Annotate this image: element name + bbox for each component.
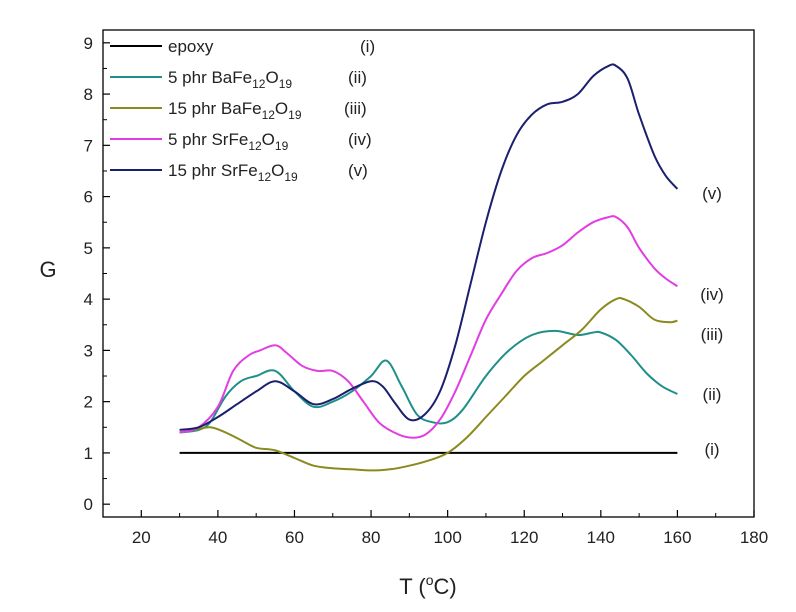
y-tick-label: 7: [84, 136, 93, 155]
x-tick-label: 20: [132, 528, 151, 547]
y-axis-title: G: [39, 257, 56, 282]
x-tick-label: 100: [433, 528, 461, 547]
legend-label-part: 12: [258, 170, 272, 184]
legend-label-part: 15 phr SrFe: [168, 161, 258, 180]
x-tick-label: 180: [740, 528, 768, 547]
y-tick-label: 6: [84, 188, 93, 207]
legend-label-1: 5 phr BaFe12O19: [168, 68, 292, 91]
legend-label-part: 19: [279, 77, 293, 91]
legend-label-part: 5 phr SrFe: [168, 130, 248, 149]
y-tick-label: 9: [84, 34, 93, 53]
series-end-labels: (i) (ii) (iii) (iv) (v): [700, 184, 724, 459]
end-label-3: (iv): [700, 285, 724, 304]
series-line-4: [179, 63, 679, 431]
y-tick-label: 5: [84, 239, 93, 258]
y-tick-label: 0: [84, 495, 93, 514]
x-axis-title-degree: o: [426, 572, 434, 588]
legend-tag-2: (iii): [344, 99, 367, 118]
legend-label-0: epoxy: [168, 37, 214, 56]
end-label-0: (i): [704, 440, 719, 459]
legend-label-part: 15 phr BaFe: [168, 99, 262, 118]
x-axis-title: T (oC): [399, 572, 457, 599]
legend-tag-3: (iv): [348, 130, 372, 149]
legend-label-part: 12: [248, 139, 262, 153]
end-label-4: (v): [702, 184, 722, 203]
legend-label-part: 19: [284, 170, 298, 184]
x-axis-title-unit: C): [434, 574, 457, 599]
legend-label-part: O: [275, 99, 288, 118]
series-line-3: [179, 215, 678, 439]
legend-label-part: 12: [262, 108, 276, 122]
legend: epoxy (i)5 phr BaFe12O19 (ii)15 phr BaFe12…: [110, 37, 375, 184]
x-tick-label: 160: [663, 528, 691, 547]
legend-label-part: 19: [288, 108, 302, 122]
y-tick-label: 3: [84, 341, 93, 360]
legend-label-part: 19: [275, 139, 289, 153]
legend-label-part: 5 phr BaFe: [168, 68, 252, 87]
series-layer: [179, 63, 679, 472]
x-tick-label: 120: [510, 528, 538, 547]
legend-label-part: epoxy: [168, 37, 214, 56]
x-axis-ticks: 20 40 60 80 100 120 140 160 180: [102, 510, 768, 547]
legend-label-2: 15 phr BaFe12O19: [168, 99, 302, 122]
series-line-2: [179, 297, 678, 472]
legend-label-part: O: [271, 161, 284, 180]
end-label-1: (ii): [703, 385, 722, 404]
y-tick-label: 4: [84, 290, 93, 309]
end-label-2: (iii): [701, 325, 724, 344]
legend-tag-1: (ii): [348, 68, 367, 87]
legend-label-part: O: [265, 68, 278, 87]
legend-label-4: 15 phr SrFe12O19: [168, 161, 298, 184]
y-tick-label: 2: [84, 393, 93, 412]
legend-label-part: O: [262, 130, 275, 149]
y-tick-label: 8: [84, 85, 93, 104]
legend-tag-4: (v): [348, 161, 368, 180]
x-tick-label: 80: [362, 528, 381, 547]
x-tick-label: 140: [587, 528, 615, 547]
y-axis-ticks: 0 1 2 3 4 5 6 7 8 9: [84, 34, 110, 514]
legend-label-part: 12: [252, 77, 266, 91]
x-tick-label: 40: [208, 528, 227, 547]
x-axis-title-main: T (: [399, 574, 426, 599]
series-line-1: [179, 329, 678, 434]
legend-label-3: 5 phr SrFe12O19: [168, 130, 289, 153]
legend-tag-0: (i): [360, 37, 375, 56]
y-tick-label: 1: [84, 444, 93, 463]
x-tick-label: 60: [285, 528, 304, 547]
